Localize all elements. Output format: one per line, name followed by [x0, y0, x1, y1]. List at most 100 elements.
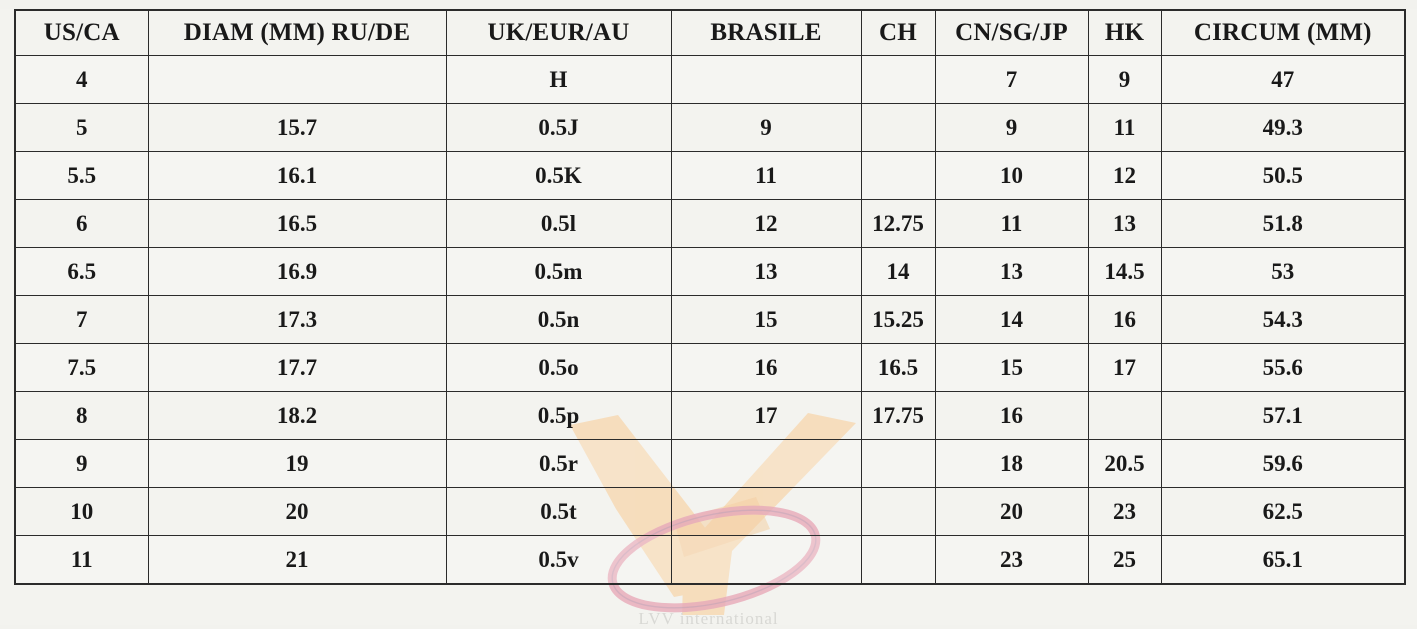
table-cell: 9	[670, 103, 862, 152]
table-cell: 0.5r	[445, 439, 672, 488]
table-cell: 6	[14, 199, 149, 248]
table-cell: 59.6	[1160, 439, 1406, 488]
table-cell: 49.3	[1160, 103, 1406, 152]
table-cell: 0.5n	[445, 295, 672, 344]
column-header-ch: CH	[860, 9, 936, 56]
table-cell	[860, 487, 936, 536]
table-cell: 0.5v	[445, 535, 672, 585]
table-cell: 16.9	[147, 247, 447, 296]
table-cell: 17.3	[147, 295, 447, 344]
table-cell: 5	[14, 103, 149, 152]
column-header-uk: UK/EUR/AU	[445, 9, 672, 56]
table-cell: 20	[934, 487, 1089, 536]
table-cell: 21	[147, 535, 447, 585]
table-cell: 9	[934, 103, 1089, 152]
table-cell: 0.5l	[445, 199, 672, 248]
table-cell: 14.5	[1087, 247, 1162, 296]
table-cell: 11	[14, 535, 149, 585]
table-cell: 11	[670, 151, 862, 200]
table-cell: 51.8	[1160, 199, 1406, 248]
table-cell: 18	[934, 439, 1089, 488]
table-cell: 47	[1160, 55, 1406, 104]
table-cell: 57.1	[1160, 391, 1406, 440]
table-cell: 18.2	[147, 391, 447, 440]
table-cell	[860, 103, 936, 152]
table-cell	[670, 55, 862, 104]
table-cell: H	[445, 55, 672, 104]
table-cell: 0.5t	[445, 487, 672, 536]
table-cell: 9	[1087, 55, 1162, 104]
table-cell: 65.1	[1160, 535, 1406, 585]
table-cell: 15.25	[860, 295, 936, 344]
table-cell: 12	[670, 199, 862, 248]
table-cell	[670, 487, 862, 536]
table-row: 5.5 16.1 0.5K 11 10 12 50.5	[14, 151, 1406, 200]
table-cell: 15	[934, 343, 1089, 392]
table-cell: 0.5J	[445, 103, 672, 152]
table-cell: 62.5	[1160, 487, 1406, 536]
column-header-brasile: BRASILE	[670, 9, 862, 56]
table-row: 7 17.3 0.5n 15 15.25 14 16 54.3	[14, 295, 1406, 344]
table-cell: 20.5	[1087, 439, 1162, 488]
table-cell: 10	[14, 487, 149, 536]
table-row: 11 21 0.5v 23 25 65.1	[14, 535, 1406, 585]
table-cell: 17	[670, 391, 862, 440]
table-cell: 0.5p	[445, 391, 672, 440]
table-row: 6.5 16.9 0.5m 13 14 13 14.5 53	[14, 247, 1406, 296]
table-cell: 0.5o	[445, 343, 672, 392]
table-cell	[860, 535, 936, 585]
table-cell: 12	[1087, 151, 1162, 200]
table-cell	[670, 535, 862, 585]
table-row: 4 H 7 9 47	[14, 55, 1406, 104]
table-cell: 15.7	[147, 103, 447, 152]
ring-size-table: US/CA DIAM (MM) RU/DE UK/EUR/AU BRASILE …	[14, 9, 1406, 585]
table-cell	[860, 439, 936, 488]
table-cell	[147, 55, 447, 104]
table-cell: 8	[14, 391, 149, 440]
table-cell: 13	[1087, 199, 1162, 248]
table-cell: 50.5	[1160, 151, 1406, 200]
table-cell: 12.75	[860, 199, 936, 248]
table-cell: 16.5	[860, 343, 936, 392]
table-row: 7.5 17.7 0.5o 16 16.5 15 17 55.6	[14, 343, 1406, 392]
table-row: 9 19 0.5r 18 20.5 59.6	[14, 439, 1406, 488]
table-row: 10 20 0.5t 20 23 62.5	[14, 487, 1406, 536]
table-cell: 16	[670, 343, 862, 392]
page-root: LVV international US/CA DIAM (MM) RU/DE …	[0, 9, 1417, 628]
table-row: 8 18.2 0.5p 17 17.75 16 57.1	[14, 391, 1406, 440]
table-row: 5 15.7 0.5J 9 9 11 49.3	[14, 103, 1406, 152]
table-cell: 14	[934, 295, 1089, 344]
table-row: 6 16.5 0.5l 12 12.75 11 13 51.8	[14, 199, 1406, 248]
column-header-us-ca: US/CA	[14, 9, 149, 56]
table-cell: 53	[1160, 247, 1406, 296]
table-cell: 19	[147, 439, 447, 488]
table-cell	[860, 151, 936, 200]
table-cell: 9	[14, 439, 149, 488]
table-header-row: US/CA DIAM (MM) RU/DE UK/EUR/AU BRASILE …	[14, 9, 1406, 56]
watermark-caption: LVV international	[638, 609, 779, 628]
table-cell: 7	[934, 55, 1089, 104]
table-cell: 14	[860, 247, 936, 296]
table-cell: 13	[670, 247, 862, 296]
table-cell: 16	[934, 391, 1089, 440]
table-cell	[1087, 391, 1162, 440]
table-cell: 11	[1087, 103, 1162, 152]
column-header-cn: CN/SG/JP	[934, 9, 1089, 56]
table-cell: 7	[14, 295, 149, 344]
table-cell: 0.5m	[445, 247, 672, 296]
table-cell: 23	[1087, 487, 1162, 536]
table-cell: 16.1	[147, 151, 447, 200]
table-cell: 20	[147, 487, 447, 536]
table-cell: 4	[14, 55, 149, 104]
table-cell: 17.75	[860, 391, 936, 440]
table-cell	[860, 55, 936, 104]
table-cell: 16.5	[147, 199, 447, 248]
table-cell: 5.5	[14, 151, 149, 200]
table-cell: 17	[1087, 343, 1162, 392]
table-cell: 7.5	[14, 343, 149, 392]
table-cell	[670, 439, 862, 488]
table-cell: 55.6	[1160, 343, 1406, 392]
table-cell: 25	[1087, 535, 1162, 585]
table-cell: 13	[934, 247, 1089, 296]
table-cell: 15	[670, 295, 862, 344]
